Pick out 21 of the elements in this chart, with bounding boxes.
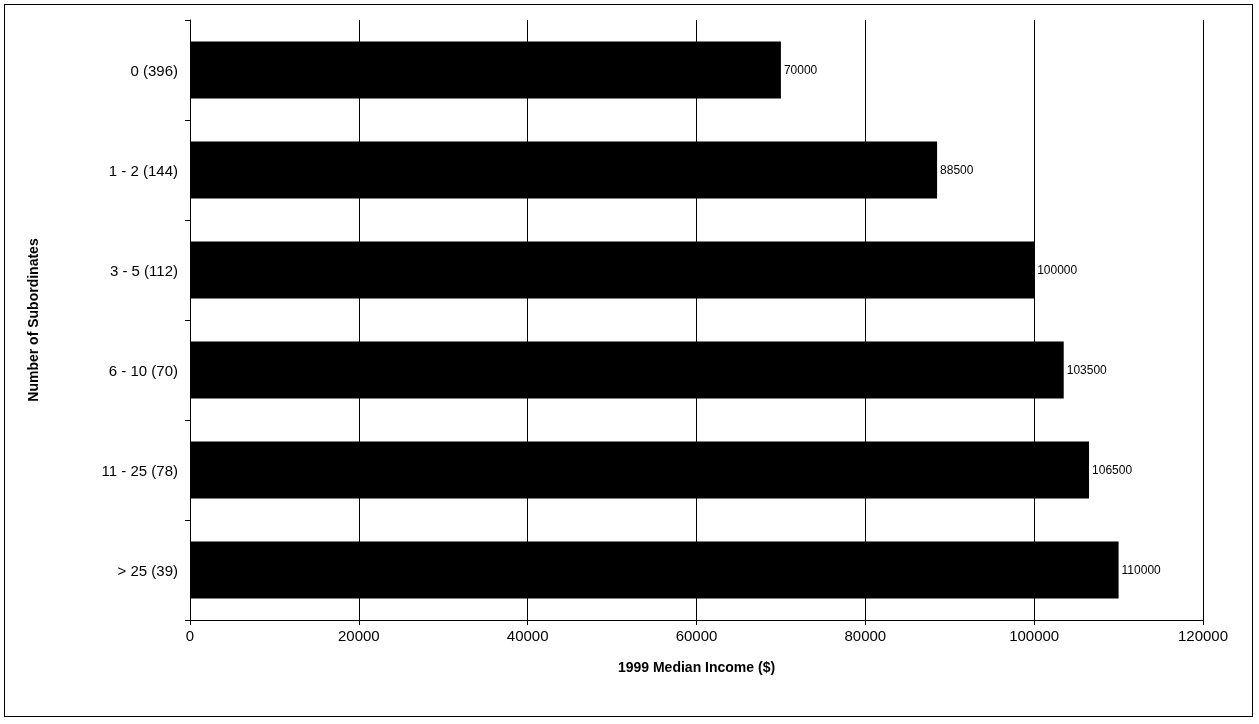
data-label: 100000: [1037, 263, 1078, 277]
y-tick-label: 0 (396): [130, 61, 178, 79]
data-label: 103500: [1066, 363, 1108, 377]
y-tick-label: 6 - 10 (70): [108, 361, 178, 379]
x-tick-label: 100000: [1009, 627, 1060, 644]
data-label: 88500: [940, 163, 974, 177]
data-label: 70000: [783, 63, 818, 77]
y-tick-label: 1 - 2 (144): [108, 161, 178, 179]
data-label: 110000: [1121, 563, 1162, 577]
x-tick-label: 120000: [1177, 627, 1229, 644]
x-tick-label: 60000: [675, 627, 718, 644]
x-axis-title: 1999 Median Income ($): [617, 659, 776, 675]
x-tick-label: 20000: [337, 627, 380, 644]
y-tick-label: 3 - 5 (112): [109, 261, 178, 279]
y-tick-label: > 25 (39): [117, 561, 178, 579]
y-tick-label: 11 - 25 (78): [101, 461, 178, 479]
y-axis-title: Number of Subordinates: [25, 238, 41, 402]
x-tick-label: 40000: [506, 627, 549, 644]
x-tick-label: 80000: [844, 627, 887, 644]
data-label: 106500: [1092, 463, 1133, 477]
x-tick-label: 0: [185, 627, 195, 644]
